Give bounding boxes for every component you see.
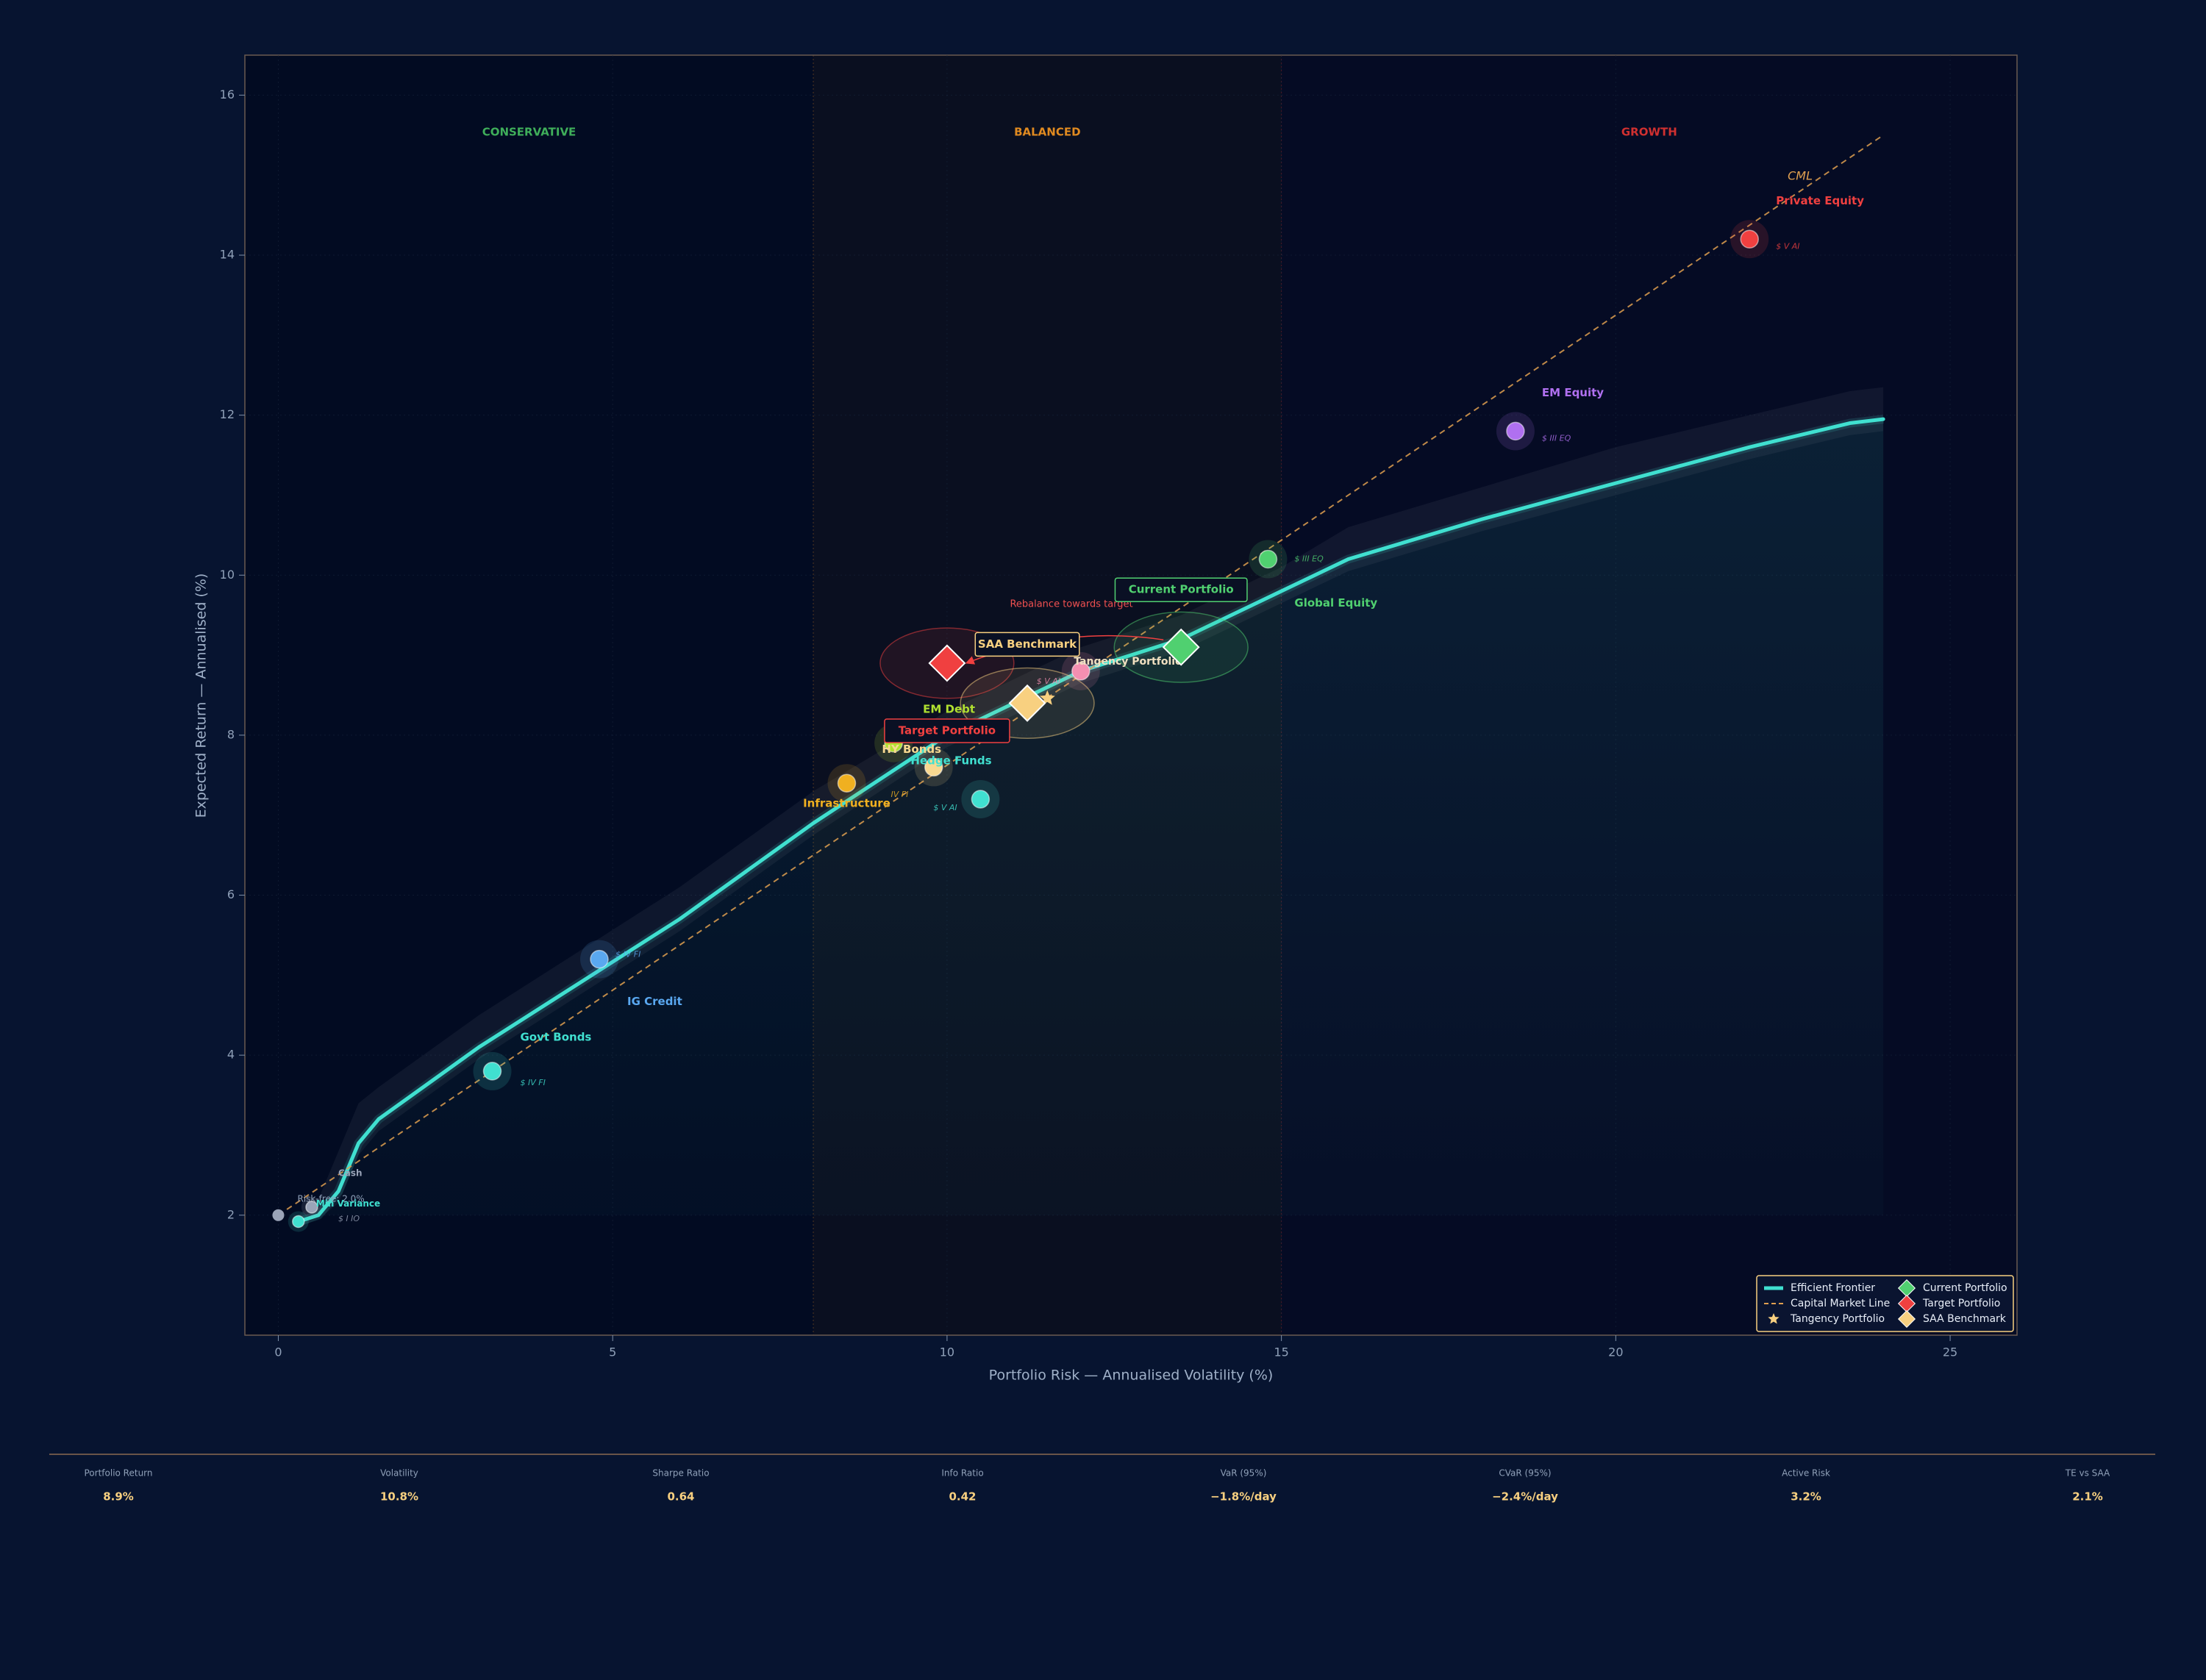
asset-point: [971, 790, 990, 809]
portfolio-label: SAA Benchmark: [978, 637, 1077, 651]
kpi-label: Sharpe Ratio: [652, 1468, 709, 1479]
x-axis-label: Portfolio Risk — Annualised Volatility (…: [989, 1368, 1274, 1384]
legend-swatch: [1897, 1309, 1916, 1329]
kpi-value: −1.8%/day: [1210, 1490, 1277, 1504]
asset-label: Infrastructure: [803, 797, 890, 810]
region-label: GROWTH: [1621, 126, 1677, 139]
asset-point: [305, 1201, 318, 1214]
tangency-label: Tangency Portfolio: [1074, 656, 1182, 668]
y-tick-label: 4: [227, 1048, 235, 1062]
annotation: Rebalance towards target: [1010, 599, 1132, 610]
asset-label: Min Variance: [316, 1198, 380, 1209]
legend-label: Tangency Portfolio: [1790, 1313, 1885, 1325]
legend-swatch: [1897, 1279, 1916, 1298]
legend-swatch: [1768, 1313, 1780, 1324]
y-tick-label: 6: [227, 887, 235, 901]
kpi-value: 8.9%: [103, 1490, 134, 1504]
legend-label: Target Portfolio: [1922, 1298, 2000, 1309]
kpi-value: 0.64: [667, 1490, 694, 1504]
asset-tag: $ V AI: [933, 803, 957, 812]
kpi-label: Portfolio Return: [85, 1468, 153, 1479]
asset-tag: $ III EQ: [1542, 433, 1571, 443]
asset-tag: $ IV FI: [520, 1078, 545, 1087]
asset-label: Private Equity: [1776, 194, 1864, 207]
kpi-label: TE vs SAA: [2065, 1468, 2110, 1479]
asset-label: Govt Bonds: [520, 1030, 591, 1043]
portfolio-label: Target Portfolio: [899, 723, 996, 737]
asset-tag: $ III EQ: [1294, 554, 1324, 564]
region-label: CONSERVATIVE: [482, 126, 577, 139]
portfolio-label-box: [884, 718, 1010, 743]
legend-box: [1756, 1275, 2014, 1332]
asset-tag: $ V AI: [1776, 241, 1799, 251]
asset-point: [924, 757, 943, 777]
asset-label: EM Equity: [1542, 386, 1604, 399]
asset-tag: $ I IO: [338, 1214, 360, 1223]
portfolio-marker: [928, 644, 966, 682]
asset-tag: $ V AI: [1037, 676, 1060, 686]
x-tick-label: 0: [274, 1345, 282, 1359]
legend-label: Current Portfolio: [1923, 1282, 2007, 1294]
asset-label: IG Credit: [627, 995, 682, 1008]
kpi-label: CVaR (95%): [1499, 1468, 1551, 1479]
cml-line: [277, 134, 1884, 1216]
y-tick-label: 16: [220, 87, 235, 101]
portfolio-label: Current Portfolio: [1129, 583, 1234, 596]
asset-point: [590, 949, 609, 969]
asset-point: [482, 1062, 502, 1081]
asset-point: [1506, 421, 1525, 441]
asset-point: [1740, 229, 1759, 249]
asset-point: [292, 1215, 305, 1229]
asset-tag: IV FI: [890, 790, 908, 799]
asset-label: Cash: [338, 1168, 363, 1178]
portfolio-marker: [1162, 628, 1200, 666]
y-axis-label: Expected Return — Annualised (%): [193, 573, 210, 818]
legend-label: Efficient Frontier: [1791, 1282, 1875, 1294]
legend-swatch: [1897, 1294, 1916, 1313]
risk-free-point: [272, 1209, 285, 1221]
x-tick-label: 10: [940, 1345, 954, 1359]
y-tick-label: 10: [220, 568, 235, 582]
legend-label: SAA Benchmark: [1923, 1313, 2007, 1325]
asset-point: [1071, 662, 1090, 681]
kpi-label: Active Risk: [1782, 1468, 1830, 1479]
kpi-value: 0.42: [949, 1490, 976, 1504]
y-tick-label: 8: [227, 727, 235, 741]
y-tick-label: 12: [220, 407, 235, 421]
x-tick-label: 15: [1274, 1345, 1288, 1359]
risk-free-label: Risk-free: 2.0%: [297, 1193, 364, 1204]
region-label: BALANCED: [1014, 126, 1080, 139]
kpi-label: Info Ratio: [941, 1468, 983, 1479]
asset-label: EM Debt: [923, 702, 975, 715]
portfolio-label-box: [1114, 577, 1248, 602]
portfolio-marker: [1008, 684, 1046, 722]
y-tick-label: 2: [227, 1207, 235, 1221]
kpi-value: 3.2%: [1791, 1490, 1821, 1504]
asset-label: Hedge Funds: [910, 754, 991, 767]
kpi-label: VaR (95%): [1221, 1468, 1267, 1479]
cml-label: CML: [1788, 168, 1813, 182]
portfolio-label-box: [974, 632, 1080, 657]
kpi-value: 10.8%: [380, 1490, 418, 1504]
x-tick-label: 25: [1943, 1345, 1957, 1359]
x-tick-label: 20: [1608, 1345, 1623, 1359]
asset-point: [1258, 549, 1278, 569]
kpi-value: 2.1%: [2072, 1490, 2103, 1504]
frontier-area: [298, 419, 1884, 1222]
legend-label: Capital Market Line: [1791, 1298, 1890, 1309]
y-tick-label: 14: [220, 248, 235, 262]
asset-point: [837, 773, 857, 793]
kpi-value: −2.4%/day: [1492, 1490, 1558, 1504]
asset-label: Global Equity: [1294, 596, 1377, 610]
x-tick-label: 5: [609, 1345, 616, 1359]
asset-tag: $ IV FI: [615, 950, 640, 959]
kpi-label: Volatility: [380, 1468, 418, 1479]
plot-area: [244, 54, 2018, 1336]
asset-label: HY Bonds: [882, 743, 941, 756]
